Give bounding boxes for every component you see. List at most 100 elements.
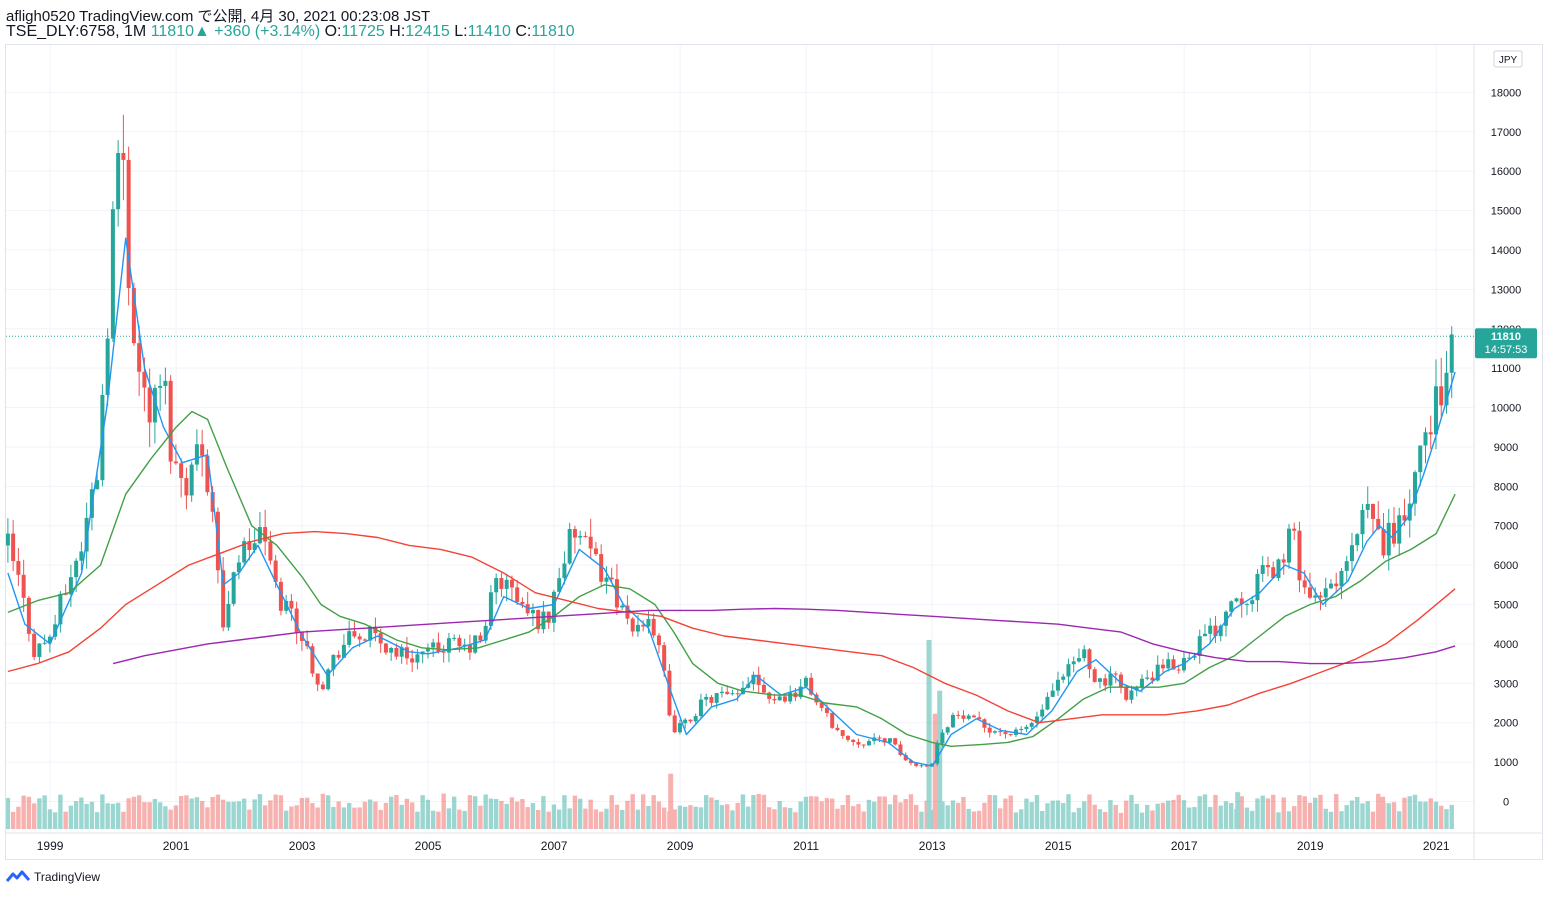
volume-bar (163, 806, 168, 830)
candle-body (1208, 625, 1213, 634)
candle-body (1281, 559, 1286, 563)
volume-bar (1208, 807, 1213, 830)
volume-bar (184, 795, 189, 830)
volume-bar (514, 801, 520, 830)
candle-body (1155, 664, 1160, 681)
candle-body (588, 536, 593, 549)
x-tick-label: 2019 (1297, 839, 1324, 853)
volume-bar (1260, 795, 1265, 830)
volume-spike-bar (1235, 792, 1241, 830)
volume-bar (1360, 803, 1365, 830)
candle-body (509, 579, 514, 588)
volume-bar (84, 803, 89, 830)
candle-body (205, 455, 210, 493)
close-value: 11810 (531, 23, 575, 40)
candle-body (656, 635, 661, 646)
candle-body (788, 692, 793, 702)
volume-bar (1444, 809, 1449, 830)
candle-body (1076, 658, 1081, 662)
candle-body (247, 541, 252, 551)
volume-bar (971, 811, 977, 830)
candle-body (1097, 678, 1102, 682)
currency-badge (1493, 50, 1523, 68)
volume-bar (1118, 812, 1124, 830)
volume-bar (556, 809, 562, 830)
candle-body (572, 529, 577, 538)
candle-body (284, 600, 289, 611)
volume-bar (577, 798, 583, 830)
volume-bar (914, 804, 919, 830)
volume-spike-bar (668, 773, 674, 830)
candle-body (95, 480, 100, 490)
y-tick-label: 1000 (1494, 757, 1518, 769)
candle-body (945, 727, 950, 733)
candle-body (1428, 432, 1433, 435)
volume-bar (1166, 800, 1171, 830)
volume-bar (877, 796, 882, 830)
candle-body (399, 647, 404, 657)
volume-bars (6, 639, 1454, 830)
volume-bar (436, 811, 441, 830)
candle-body (404, 647, 409, 659)
price-change: +360 (+3.14%) (214, 23, 321, 40)
candle-body (478, 635, 483, 641)
candle-body (147, 387, 152, 423)
candle-body (1160, 664, 1165, 669)
footer-brand[interactable]: TradingView (6, 870, 100, 884)
volume-bar (262, 805, 268, 830)
candle-body (1355, 534, 1360, 546)
volume-bar (583, 808, 588, 830)
symbol-name: TSE_DLY:6758, 1M (6, 23, 147, 40)
candle-body (184, 477, 189, 496)
candle-body (26, 597, 31, 634)
volume-bar (787, 808, 793, 830)
volume-bar (1082, 801, 1087, 830)
open-value: 11725 (341, 23, 385, 40)
candle-body (987, 727, 992, 733)
candle-body (761, 684, 766, 693)
volume-bar (1344, 805, 1349, 830)
volume-bar (241, 798, 247, 830)
candle-body (893, 738, 898, 745)
x-tick-label: 2015 (1045, 839, 1072, 853)
volume-bar (1050, 800, 1055, 830)
volume-bar (1376, 793, 1381, 830)
y-tick-label: 8000 (1494, 481, 1518, 493)
candle-body (1066, 664, 1071, 677)
volume-bar (1197, 796, 1202, 830)
candle-body (1029, 722, 1034, 727)
close-label: C: (515, 23, 532, 40)
candle-body (1449, 334, 1454, 373)
candle-body (536, 610, 541, 630)
chart-frame[interactable]: 0 1000 2000 3000 4000 5000 6000 7000 8000 9000 100… (5, 44, 1543, 860)
volume-bar (1286, 811, 1292, 830)
volume-bar (299, 797, 305, 830)
volume-bar (887, 804, 893, 830)
candle-body (221, 570, 226, 628)
high-label: H: (389, 23, 406, 40)
volume-bar (278, 795, 284, 830)
volume-bar (1313, 797, 1318, 830)
volume-bar (1139, 812, 1145, 830)
volume-bar (483, 794, 488, 830)
candle-body (121, 153, 126, 160)
volume-bar (1192, 807, 1197, 830)
volume-bar (68, 805, 74, 830)
volume-bar (168, 809, 173, 830)
volume-bar (1386, 803, 1391, 830)
candle-body (551, 591, 556, 623)
volume-bar (16, 806, 21, 830)
candle-body (541, 611, 546, 630)
candle-body (189, 464, 194, 496)
volume-bar (850, 806, 856, 830)
volume-bar (919, 811, 924, 830)
volume-bar (935, 810, 940, 830)
price-chart[interactable]: 0 1000 2000 3000 4000 5000 6000 7000 8000 9000 100… (6, 45, 1542, 859)
volume-bar (504, 803, 509, 830)
candle-body (877, 737, 882, 739)
candle-body (914, 763, 919, 766)
candle-body (268, 541, 273, 561)
volume-bar (357, 807, 362, 830)
candle-body (935, 743, 940, 764)
candle-body (599, 554, 604, 582)
